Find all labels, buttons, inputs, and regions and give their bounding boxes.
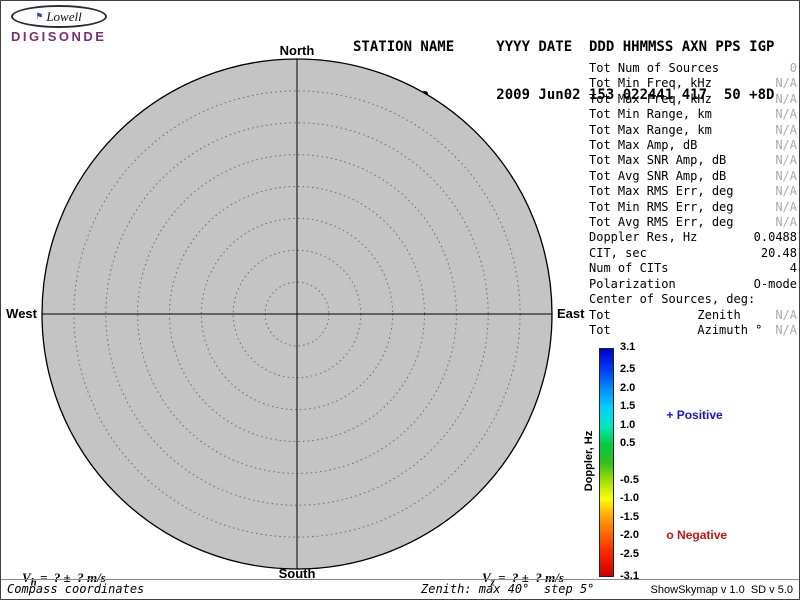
- legend-positive: + Positive: [653, 394, 723, 436]
- stat-value: N/A: [775, 215, 797, 230]
- stat-label: CIT, sec: [589, 245, 647, 260]
- stat-value: N/A: [775, 199, 797, 214]
- stat-row: Tot Avg SNR Amp, dB N/A: [589, 169, 797, 184]
- digisonde-brand: DIGISONDE: [11, 29, 107, 44]
- stat-value: N/A: [775, 122, 797, 137]
- stat-row: CIT, sec 20.48: [589, 246, 797, 261]
- logo-name: Lowell: [46, 8, 82, 24]
- zenith-scale-note: Zenith: max 40° step 5°: [421, 582, 595, 596]
- doppler-colorbar: [599, 348, 614, 577]
- colorbar-tick: -2.5: [620, 548, 639, 560]
- stat-label: Tot Max Amp, dB: [589, 138, 698, 153]
- stat-label: Tot Max RMS Err, deg: [589, 184, 734, 199]
- stat-label: Tot Max SNR Amp, dB: [589, 153, 727, 168]
- stat-row: Doppler Res, Hz 0.0488: [589, 230, 797, 245]
- statistics-panel: Tot Num of Sources 0 Tot Min Freq, kHz N/A…: [589, 61, 797, 338]
- legend-positive-label: Positive: [673, 408, 723, 422]
- station-header-columns: STATION NAME YYYY DATE DDD HHMMSS AXN PP…: [353, 39, 775, 55]
- stat-row: Tot Max Freq, kHz N/A: [589, 92, 797, 107]
- stat-row: Tot Min Range, km N/A: [589, 107, 797, 122]
- compass-south-label: South: [279, 566, 316, 581]
- flag-icon: ⚑: [36, 10, 43, 22]
- colorbar-tick: 3.1: [620, 341, 636, 353]
- colorbar-tick: -1.5: [620, 511, 639, 523]
- stat-label: Doppler Res, Hz: [589, 230, 698, 245]
- colorbar-tick: -0.5: [620, 474, 639, 486]
- colorbar-tick: 1.5: [620, 400, 636, 412]
- colorbar-axis-label: Doppler, Hz: [583, 430, 595, 492]
- stat-row: Tot Min Freq, kHz N/A: [589, 76, 797, 91]
- stat-row: Tot Azimuth ° N/A: [589, 323, 797, 338]
- plus-icon: +: [666, 408, 674, 422]
- stat-label: Polarization: [589, 276, 676, 291]
- colorbar-tick: 2.5: [620, 363, 636, 375]
- stat-row: Tot Max RMS Err, deg N/A: [589, 184, 797, 199]
- stat-value: N/A: [775, 184, 797, 199]
- colorbar-tick: 2.0: [620, 382, 636, 394]
- stat-label: Tot Max Range, km: [589, 122, 712, 137]
- colorbar-tick: -2.0: [620, 529, 639, 541]
- stat-row: Tot Max SNR Amp, dB N/A: [589, 153, 797, 168]
- stat-value: N/A: [775, 307, 797, 322]
- stat-label: Tot Num of Sources: [589, 61, 720, 75]
- vh-sub: h: [30, 576, 37, 589]
- circle-icon: o: [666, 528, 674, 542]
- vh-var: V: [22, 570, 31, 585]
- stat-row: Tot Min RMS Err, deg N/A: [589, 200, 797, 215]
- coordinates-note: Compass coordinates: [7, 582, 145, 596]
- stat-value: N/A: [775, 153, 797, 168]
- stat-row: Tot Max Amp, dB N/A: [589, 138, 797, 153]
- colorbar-tick: -1.0: [620, 492, 639, 504]
- vh-readout: Vh = ? ± ? m/s: [9, 554, 106, 599]
- stat-label: Center of Sources, deg:: [589, 292, 756, 307]
- compass-west-label: West: [6, 306, 37, 321]
- colorbar-tick: 0.5: [620, 437, 636, 449]
- footer-divider: [1, 579, 799, 580]
- stat-value: N/A: [775, 107, 797, 122]
- skymap-plot: North South West East: [6, 43, 585, 581]
- vz-sub: z: [490, 576, 495, 589]
- stat-value: 0: [789, 61, 797, 75]
- stat-value: N/A: [775, 91, 797, 106]
- stat-label: Tot Max Freq, kHz: [589, 91, 712, 106]
- legend-negative-label: Negative: [673, 528, 728, 542]
- compass-east-label: East: [557, 306, 585, 321]
- stat-row: Tot Zenith N/A: [589, 308, 797, 323]
- stat-row: Tot Max Range, km N/A: [589, 123, 797, 138]
- stat-row: Num of CITs 4: [589, 261, 797, 276]
- stat-label: Tot Min Range, km: [589, 107, 712, 122]
- stat-row: Tot Avg RMS Err, deg N/A: [589, 215, 797, 230]
- colorbar-tick: -3.1: [620, 570, 639, 582]
- stat-value: N/A: [775, 76, 797, 91]
- compass-north-label: North: [280, 43, 315, 58]
- stat-value: N/A: [775, 138, 797, 153]
- stat-value: N/A: [775, 322, 797, 337]
- stat-row: Center of Sources, deg:: [589, 292, 797, 307]
- legend-negative: o Negative: [653, 514, 727, 556]
- stat-label: Tot Min RMS Err, deg: [589, 199, 734, 214]
- stat-label: Tot Azimuth °: [589, 322, 763, 337]
- stat-value: 0.0488: [753, 230, 797, 245]
- stat-label: Tot Min Freq, kHz: [589, 76, 712, 91]
- stat-row: Polarization O-mode: [589, 277, 797, 292]
- stat-label: Num of CITs: [589, 261, 669, 276]
- stat-row: Tot Num of Sources 0: [589, 61, 797, 76]
- vz-readout: Vz = ? ± ? m/s: [469, 554, 564, 599]
- version-label: ShowSkymap v 1.0 SD v 5.0: [650, 584, 793, 596]
- stat-value: O-mode: [753, 276, 797, 291]
- colorbar-tick: 1.0: [620, 419, 636, 431]
- stat-value: 20.48: [760, 245, 797, 260]
- stat-label: Tot Avg RMS Err, deg: [589, 215, 734, 230]
- vz-var: V: [482, 570, 491, 585]
- stat-label: Tot Avg SNR Amp, dB: [589, 168, 727, 183]
- vh-value: = ? ± ? m/s: [36, 570, 106, 585]
- stat-label: Tot Zenith: [589, 307, 741, 322]
- stat-value: N/A: [775, 168, 797, 183]
- stat-value: 4: [789, 261, 797, 276]
- vz-value: = ? ± ? m/s: [494, 570, 564, 585]
- lowell-logo: ⚑ Lowell: [11, 5, 107, 28]
